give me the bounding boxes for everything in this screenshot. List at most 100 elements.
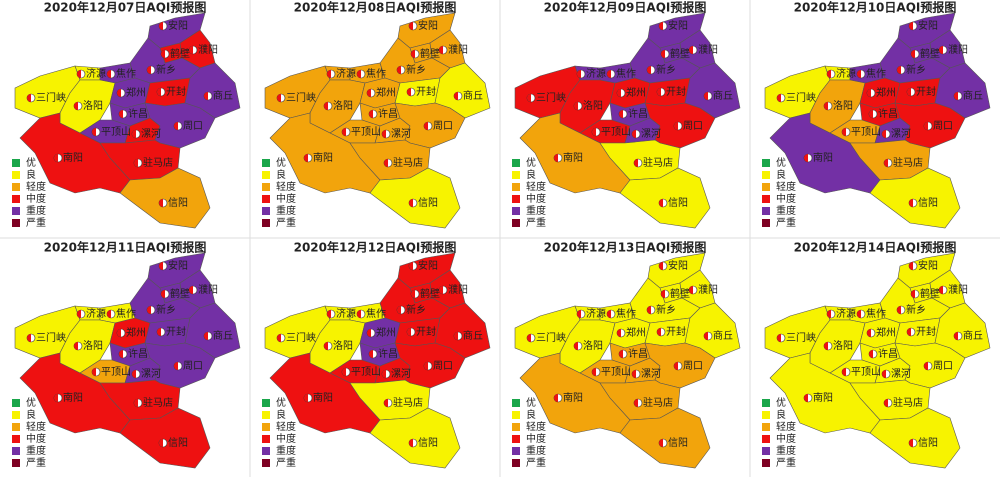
legend-label: 轻度 <box>26 180 46 193</box>
city-marker-half <box>277 94 281 102</box>
city-marker-half <box>689 46 693 54</box>
legend-label: 良 <box>276 168 286 181</box>
city-marker-half <box>439 286 443 294</box>
city-label: 商丘 <box>213 89 233 102</box>
city-marker-half <box>661 290 665 298</box>
city-label: 濮阳 <box>198 283 218 296</box>
city-marker-half <box>954 92 958 100</box>
city-marker-half <box>657 88 661 96</box>
city-label: 驻马店 <box>643 156 673 169</box>
city-label: 开封 <box>416 325 436 338</box>
city-label: 济源 <box>86 307 106 320</box>
city-label: 平顶山 <box>601 126 631 138</box>
city-marker-half <box>134 159 138 167</box>
city-marker-half <box>924 362 928 370</box>
city-marker-half <box>661 50 665 58</box>
city-label: 安阳 <box>168 259 188 272</box>
city-marker-half <box>454 92 458 100</box>
city-marker-half <box>157 328 161 336</box>
city-label: 信阳 <box>168 437 188 449</box>
legend-swatch <box>512 183 520 191</box>
city-label: 洛阳 <box>83 99 103 112</box>
region <box>119 407 211 469</box>
city-marker-half <box>577 70 581 78</box>
city-marker-half <box>357 310 361 318</box>
legend-swatch <box>12 171 20 179</box>
city-label: 郑州 <box>376 86 396 99</box>
city-label: 焦作 <box>866 67 886 80</box>
city-marker-half <box>107 70 111 78</box>
legend-label: 严重 <box>776 456 796 469</box>
city-marker-half <box>367 89 371 97</box>
city-label: 三门峡 <box>786 91 816 104</box>
city-marker-half <box>954 332 958 340</box>
city-label: 南阳 <box>313 151 333 164</box>
city-label: 鹤壁 <box>920 47 940 60</box>
city-label: 信阳 <box>668 437 688 449</box>
city-label: 驻马店 <box>393 156 423 169</box>
city-marker-half <box>909 439 913 447</box>
city-marker-half <box>161 290 165 298</box>
legend-swatch <box>12 207 20 215</box>
legend-label: 严重 <box>26 456 46 469</box>
city-label: 驻马店 <box>143 396 173 409</box>
city-label: 三门峡 <box>36 331 66 344</box>
legend-swatch <box>12 411 20 419</box>
city-label: 漯河 <box>141 368 161 380</box>
city-marker-half <box>304 394 308 402</box>
legend-swatch <box>262 423 270 431</box>
city-marker-half <box>577 310 581 318</box>
city-marker-half <box>454 332 458 340</box>
legend-swatch <box>762 207 770 215</box>
city-marker-half <box>634 159 638 167</box>
legend-label: 轻度 <box>776 180 796 193</box>
legend-label: 良 <box>26 168 36 181</box>
legend-label: 中度 <box>526 192 546 205</box>
city-label: 漯河 <box>641 368 661 380</box>
city-marker-half <box>27 94 31 102</box>
city-label: 漯河 <box>641 128 661 140</box>
legend-swatch <box>512 195 520 203</box>
city-marker-half <box>704 332 708 340</box>
city-marker-half <box>147 66 151 74</box>
panel-title: 2020年12月14日AQI预报图 <box>794 240 957 255</box>
city-label: 许昌 <box>628 348 648 360</box>
city-label: 许昌 <box>378 108 398 120</box>
city-marker-half <box>909 199 913 207</box>
legend-swatch <box>512 459 520 467</box>
city-label: 周口 <box>683 120 703 132</box>
city-marker-half <box>882 370 886 378</box>
city-label: 信阳 <box>418 197 438 209</box>
legend-label: 良 <box>526 168 536 181</box>
city-marker-half <box>907 328 911 336</box>
city-marker-half <box>342 368 346 376</box>
city-marker-half <box>857 310 861 318</box>
city-label: 济源 <box>86 67 106 80</box>
city-label: 安阳 <box>668 259 688 272</box>
city-marker-half <box>884 399 888 407</box>
city-label: 安阳 <box>168 19 188 32</box>
region <box>369 407 461 469</box>
legend-label: 优 <box>26 156 36 169</box>
city-label: 商丘 <box>713 329 733 342</box>
city-marker-half <box>924 122 928 130</box>
city-label: 新乡 <box>656 63 676 76</box>
legend-swatch <box>762 195 770 203</box>
city-label: 南阳 <box>313 391 333 404</box>
city-marker-half <box>324 342 328 350</box>
legend-swatch <box>762 459 770 467</box>
city-marker-half <box>907 88 911 96</box>
city-marker-half <box>117 89 121 97</box>
city-marker-half <box>424 362 428 370</box>
legend-label: 中度 <box>26 192 46 205</box>
legend-swatch <box>262 447 270 455</box>
city-marker-half <box>119 110 123 118</box>
city-marker-half <box>54 394 58 402</box>
city-marker-half <box>411 50 415 58</box>
city-label: 驻马店 <box>143 156 173 169</box>
city-marker-half <box>189 286 193 294</box>
city-marker-half <box>409 22 413 30</box>
city-marker-half <box>439 46 443 54</box>
city-label: 开封 <box>416 85 436 98</box>
